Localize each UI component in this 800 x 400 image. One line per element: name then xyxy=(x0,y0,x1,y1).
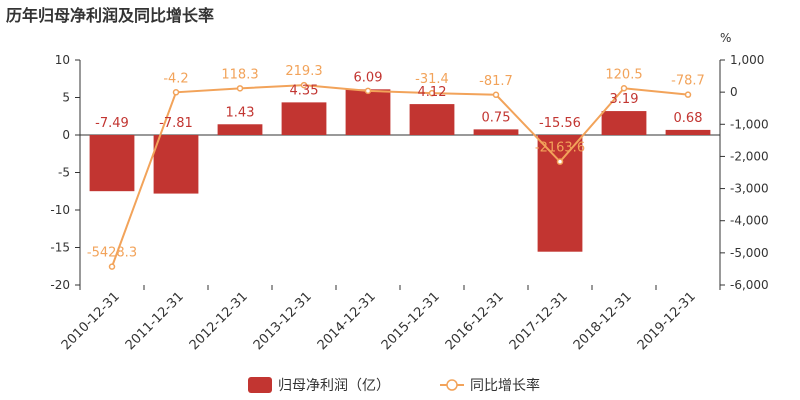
bar[interactable] xyxy=(601,111,647,135)
growth-value-label: -2163.6 xyxy=(535,141,585,156)
line-point[interactable] xyxy=(172,89,180,96)
bar-series xyxy=(89,89,711,252)
right-tick-label: -3,000 xyxy=(730,182,769,196)
bar[interactable] xyxy=(345,89,391,135)
line-point[interactable] xyxy=(684,91,692,98)
line-point[interactable] xyxy=(236,85,244,92)
bar[interactable] xyxy=(89,135,135,192)
growth-value-label: 219.3 xyxy=(285,64,322,79)
x-tick-label: 2015-12-31 xyxy=(379,289,443,353)
right-tick-label: -2,000 xyxy=(730,149,769,163)
x-tick-label: 2014-12-31 xyxy=(315,289,379,353)
bar[interactable] xyxy=(473,129,519,135)
bar-value-label: 4.35 xyxy=(290,83,319,98)
line-point[interactable] xyxy=(300,81,308,89)
legend-bar-label: 归母净利润（亿） xyxy=(278,377,390,394)
left-tick-label: 10 xyxy=(55,53,70,67)
growth-value-label: -31.4 xyxy=(415,72,449,87)
line-point[interactable] xyxy=(108,263,116,270)
bar-value-label: -7.49 xyxy=(95,116,129,131)
left-tick-label: 0 xyxy=(62,128,70,142)
left-tick-label: -20 xyxy=(50,278,70,292)
right-tick-label: -4,000 xyxy=(730,214,769,228)
bar[interactable] xyxy=(409,104,455,135)
growth-value-label: -5428.3 xyxy=(87,246,137,261)
bar[interactable] xyxy=(537,135,583,252)
growth-line xyxy=(111,84,689,267)
x-tick-label: 2012-12-31 xyxy=(187,289,251,353)
x-tick-label: 2016-12-31 xyxy=(443,289,507,353)
bar-value-label: 1.43 xyxy=(226,105,255,120)
chart-title: 历年归母净利润及同比增长率 xyxy=(6,6,215,25)
bar[interactable] xyxy=(281,102,327,135)
x-tick-label: 2019-12-31 xyxy=(635,289,699,353)
data-labels: -7.49 -7.81 1.43 4.35 6.09 4.12 0.75 -15.56 3.19… xyxy=(87,64,705,261)
line-point[interactable] xyxy=(492,91,500,99)
bar-value-label: -7.81 xyxy=(159,116,193,131)
bar-value-label: 3.19 xyxy=(610,92,639,107)
line-point[interactable] xyxy=(428,89,436,97)
left-tick-label: -15 xyxy=(50,241,70,255)
bar-value-label: 6.09 xyxy=(354,70,383,85)
bar-value-label: 4.12 xyxy=(418,85,447,100)
bar-value-label: -15.56 xyxy=(539,116,581,131)
growth-value-label: 120.5 xyxy=(605,67,642,82)
legend-line-marker xyxy=(446,379,458,391)
legend-bar-swatch xyxy=(248,377,272,393)
bar-value-label: 0.68 xyxy=(674,111,703,126)
growth-value-label: 118.3 xyxy=(221,67,258,82)
line-point[interactable] xyxy=(556,158,564,165)
right-tick-label: -5,000 xyxy=(730,246,769,260)
bar-value-label: 0.75 xyxy=(482,110,511,125)
right-tick-label: -1,000 xyxy=(730,117,769,131)
right-axis-unit: % xyxy=(720,31,731,45)
x-tick-label: 2013-12-31 xyxy=(251,289,315,353)
growth-value-label: -81.7 xyxy=(479,74,513,89)
x-tick-label: 2018-12-31 xyxy=(571,289,635,353)
bar[interactable] xyxy=(217,124,263,135)
left-tick-label: -5 xyxy=(58,166,70,180)
x-tick-label: 2017-12-31 xyxy=(507,289,571,353)
growth-value-label: -4.2 xyxy=(163,71,188,86)
growth-value-label: -78.7 xyxy=(671,74,705,89)
x-tick-label: 2010-12-31 xyxy=(59,289,123,353)
line-point[interactable] xyxy=(620,85,628,92)
bar[interactable] xyxy=(153,135,199,194)
right-tick-label: 0 xyxy=(730,85,738,99)
right-tick-label: -6,000 xyxy=(730,278,769,292)
line-point[interactable] xyxy=(364,87,372,95)
left-tick-label: -10 xyxy=(50,203,70,217)
legend-line-label: 同比增长率 xyxy=(470,377,540,394)
right-tick-label: 1,000 xyxy=(730,53,764,67)
bar[interactable] xyxy=(665,129,711,135)
line-series xyxy=(108,81,692,270)
legend[interactable]: 归母净利润（亿） 同比增长率 xyxy=(248,377,540,394)
x-tick-label: 2011-12-31 xyxy=(123,289,187,353)
left-tick-label: 5 xyxy=(62,91,70,105)
